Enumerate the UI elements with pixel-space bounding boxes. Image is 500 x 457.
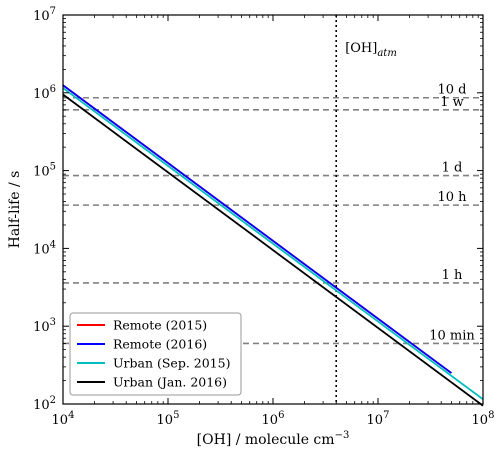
y-tick-label: 104 [33,239,56,257]
ref-line-label: 10 min [429,328,475,343]
reference-lines: 10 d1 w 1 d 10 h 1 h 10 min [63,83,483,345]
x-axis-title: [OH] / molecule cm−3 [197,430,350,448]
y-tick-label: 103 [33,317,56,335]
legend-label: Remote (2016) [113,337,207,352]
legend-label: Remote (2015) [113,318,207,333]
x-tick-label: 108 [472,410,495,428]
legend-box [69,312,242,396]
y-tick-label: 102 [33,395,56,413]
ref-line-label: 10 h [437,190,467,205]
series-line [62,84,452,374]
oh-atm-label: [OH]atm [345,41,397,59]
x-axis-tick-labels: 104 105 106 107 108 [52,410,495,428]
y-axis-title: Half-life / s [7,171,23,249]
series-line [62,87,484,401]
x-tick-label: 107 [367,410,390,428]
oh-atm-marker: [OH]atm [335,15,397,404]
x-tick-label: 105 [157,410,180,428]
ref-line-label: 1 h [442,268,463,283]
x-tick-label: 104 [52,410,75,428]
x-tick-label: 106 [262,410,285,428]
y-tick-label: 105 [33,162,56,180]
ref-line-label: 10 d [438,83,467,98]
series-lines [62,84,484,407]
x-axis-ticks [62,15,484,404]
ref-line-label: 1 w [440,95,464,110]
legend: Remote (2015) Remote (2016) Urban (Sep. 20… [69,312,242,396]
series-line [62,93,484,407]
legend-label: Urban (Sep. 2015) [113,356,230,371]
ref-line-label: 1 d [442,161,463,176]
y-tick-label: 106 [33,84,56,102]
y-axis-ticks [63,14,483,405]
y-tick-label: 107 [33,6,56,24]
y-axis-tick-labels: 102 103 104 105 106 107 [33,6,56,413]
legend-label: Urban (Jan. 2016) [113,375,227,390]
